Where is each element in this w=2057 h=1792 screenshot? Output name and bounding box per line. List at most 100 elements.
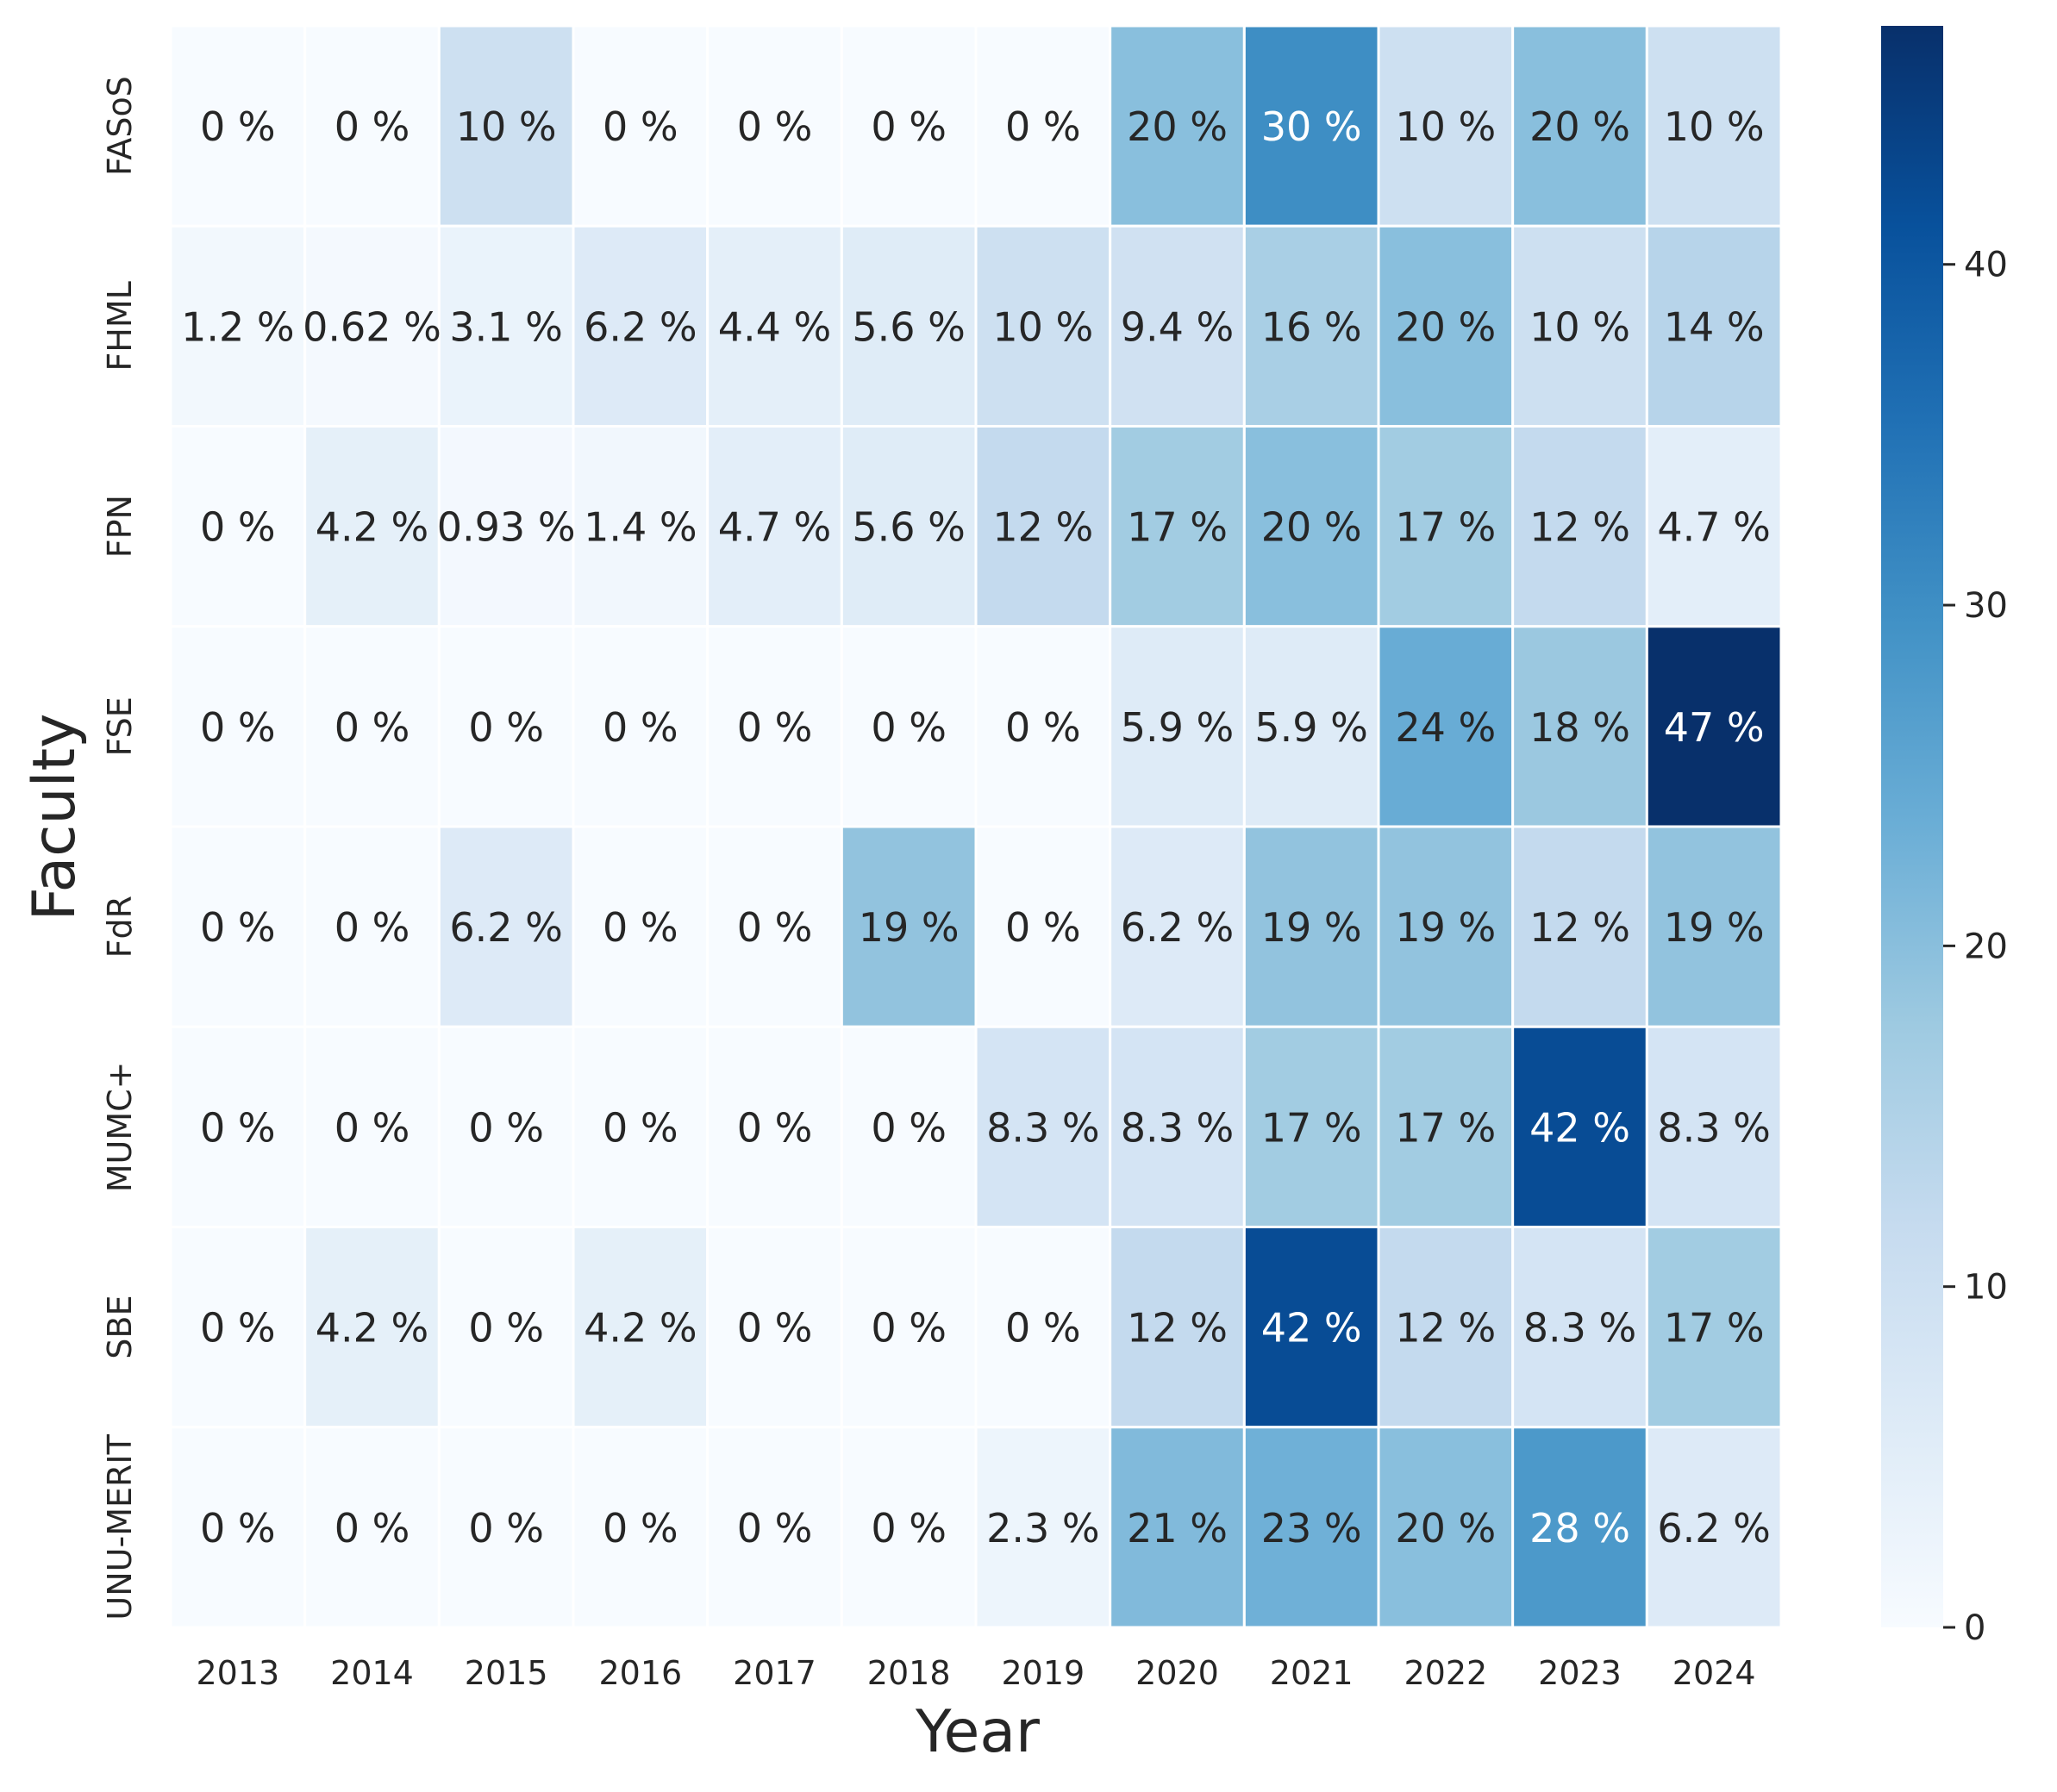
heatmap-cell xyxy=(1645,425,1783,628)
heatmap-cell xyxy=(706,224,843,428)
heatmap-cell xyxy=(1377,625,1515,828)
cell-value-label: 18 % xyxy=(1529,704,1630,751)
heatmap-cell xyxy=(1109,224,1246,428)
cell-value-label: 0 % xyxy=(200,103,276,150)
colorbar-tick-label: 10 xyxy=(1964,1268,2008,1308)
cell-value-label: 0 % xyxy=(737,1104,813,1151)
y-tick-label: UNU-MERIT xyxy=(101,1433,139,1620)
heatmap-cell xyxy=(437,825,575,1028)
heatmap-cell xyxy=(572,224,710,428)
cell-value-label: 0 % xyxy=(334,904,410,951)
cell-value-label: 0 % xyxy=(200,1104,276,1151)
cell-value-label: 0 % xyxy=(334,1505,410,1552)
cell-value-label: 42 % xyxy=(1261,1305,1362,1352)
cell-value-label: 14 % xyxy=(1664,303,1765,350)
cell-value-label: 6.2 % xyxy=(1121,904,1235,951)
cell-value-label: 10 % xyxy=(1395,103,1496,150)
cell-value-label: 28 % xyxy=(1529,1505,1630,1552)
x-tick-label: 2016 xyxy=(598,1654,682,1692)
cell-value-label: 0 % xyxy=(200,904,276,951)
cell-value-label: 3.1 % xyxy=(449,303,563,350)
cell-value-label: 0.93 % xyxy=(437,504,576,551)
cell-value-label: 19 % xyxy=(1261,904,1362,951)
heatmap-cell xyxy=(1645,1226,1783,1429)
heatmap-cell xyxy=(1645,1025,1783,1228)
y-tick-label: FHML xyxy=(101,281,139,371)
cell-value-label: 4.7 % xyxy=(718,504,832,551)
cell-value-label: 8.3 % xyxy=(1657,1104,1771,1151)
cell-value-label: 20 % xyxy=(1261,504,1362,551)
heatmap-cell xyxy=(169,1426,307,1629)
cell-value-label: 6.2 % xyxy=(1657,1505,1771,1552)
cell-value-label: 0 % xyxy=(603,1505,678,1552)
cell-value-label: 19 % xyxy=(1664,904,1765,951)
x-tick-label: 2020 xyxy=(1135,1654,1219,1692)
cell-value-label: 6.2 % xyxy=(584,303,697,350)
heatmap-cell xyxy=(1109,1025,1246,1228)
cell-value-label: 20 % xyxy=(1127,103,1228,150)
cell-value-label: 10 % xyxy=(456,103,557,150)
cell-value-label: 5.9 % xyxy=(1254,704,1368,751)
heatmap-cell xyxy=(572,1426,710,1629)
heatmap-cell xyxy=(1511,224,1648,428)
colorbar-tick-label: 20 xyxy=(1964,927,2008,966)
heatmap-cell xyxy=(840,1025,978,1228)
cell-value-label: 0.62 % xyxy=(303,303,441,350)
heatmap-cell xyxy=(840,825,978,1028)
cell-value-label: 0 % xyxy=(468,1305,544,1352)
cell-value-label: 17 % xyxy=(1395,504,1496,551)
x-tick-label: 2024 xyxy=(1672,1654,1756,1692)
cell-value-label: 1.2 % xyxy=(181,303,295,350)
cell-value-label: 47 % xyxy=(1664,704,1765,751)
heatmap-cell xyxy=(1511,1226,1648,1429)
heatmap-cell xyxy=(840,224,978,428)
x-tick-label: 2018 xyxy=(867,1654,951,1692)
y-tick-label: FPN xyxy=(101,495,139,558)
heatmap-cell xyxy=(974,1025,1112,1228)
heatmap-cell xyxy=(1242,1226,1380,1429)
heatmap-cell xyxy=(1377,1426,1515,1629)
cell-value-label: 16 % xyxy=(1261,303,1362,350)
y-axis-label: Faculty xyxy=(21,714,89,921)
cell-value-label: 10 % xyxy=(992,303,1093,350)
heatmap-cell xyxy=(706,1226,843,1429)
heatmap-cell xyxy=(840,625,978,828)
heatmap-cell xyxy=(303,1226,441,1429)
cell-value-label: 1.4 % xyxy=(584,504,697,551)
heatmap-cell xyxy=(572,1226,710,1429)
heatmap-cell xyxy=(1242,1426,1380,1629)
heatmap-cell xyxy=(1109,825,1246,1028)
cell-value-label: 0 % xyxy=(871,103,947,150)
heatmap-cell xyxy=(1645,24,1783,228)
heatmap-cell xyxy=(974,625,1112,828)
heatmap-cell xyxy=(303,24,441,228)
heatmap-cell xyxy=(572,625,710,828)
cell-value-label: 0 % xyxy=(737,1505,813,1552)
colorbar-ticks: 0 10 20 30 40 xyxy=(1943,246,2008,1648)
heatmap-cell xyxy=(974,425,1112,628)
heatmap-cell xyxy=(169,24,307,228)
cell-value-label: 0 % xyxy=(1005,103,1081,150)
cell-value-label: 8.3 % xyxy=(1523,1305,1637,1352)
cell-value-label: 17 % xyxy=(1261,1104,1362,1151)
heatmap-cell xyxy=(437,1226,575,1429)
cell-value-label: 0 % xyxy=(737,1305,813,1352)
cell-value-label: 0 % xyxy=(603,1104,678,1151)
heatmap-cell xyxy=(974,1426,1112,1629)
cell-value-label: 12 % xyxy=(1529,904,1630,951)
heatmap-cell xyxy=(572,1025,710,1228)
y-tick-label: FSE xyxy=(101,696,139,756)
cell-value-label: 0 % xyxy=(1005,704,1081,751)
cell-value-label: 19 % xyxy=(1395,904,1496,951)
cell-value-label: 0 % xyxy=(603,103,678,150)
x-tick-label: 2021 xyxy=(1270,1654,1354,1692)
heatmap-cell xyxy=(303,224,441,428)
cell-value-label: 10 % xyxy=(1664,103,1765,150)
cell-value-label: 0 % xyxy=(871,1505,947,1552)
cell-value-label: 12 % xyxy=(1127,1305,1228,1352)
cell-value-label: 9.4 % xyxy=(1121,303,1235,350)
cell-value-label: 6.2 % xyxy=(449,904,563,951)
heatmap-cell xyxy=(1645,224,1783,428)
